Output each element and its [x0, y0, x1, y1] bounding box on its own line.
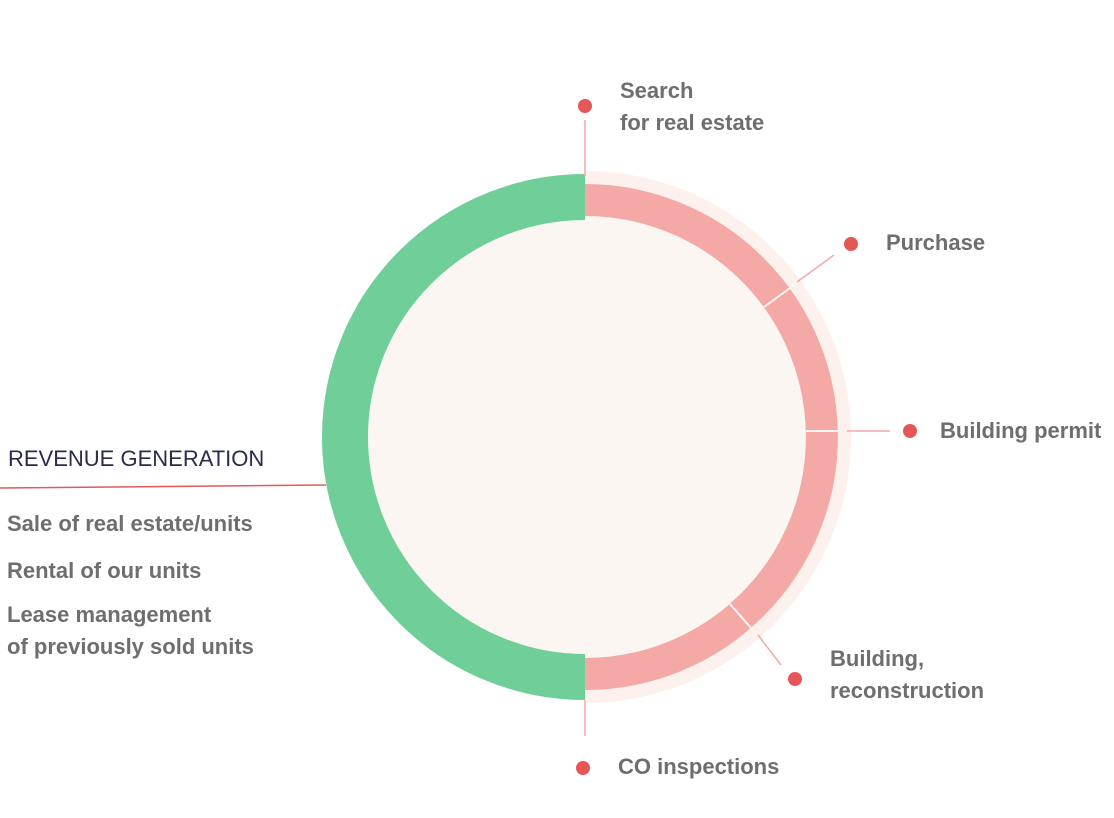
inner-disc	[345, 197, 825, 677]
revenue-title: REVENUE GENERATION	[8, 446, 264, 471]
revenue-arc	[322, 174, 586, 700]
outer-ring	[584, 171, 851, 703]
connectors	[584, 120, 890, 736]
step-dots	[576, 99, 917, 775]
step-label: for real estate	[620, 110, 764, 135]
step-label: Search	[620, 78, 693, 103]
revenue-item: Rental of our units	[7, 558, 201, 583]
step-label: Purchase	[886, 230, 985, 255]
step-label: Building,	[830, 646, 924, 671]
revenue-item: Sale of real estate/units	[7, 511, 253, 536]
step-label: CO inspections	[618, 754, 779, 779]
revenue-item: of previously sold units	[7, 634, 254, 659]
revenue-line	[0, 484, 327, 489]
revenue-item: Lease management	[7, 602, 212, 627]
step-label: reconstruction	[830, 678, 984, 703]
process-arc	[584, 184, 838, 690]
arc-dividers	[729, 287, 838, 629]
step-label: Building permit	[940, 418, 1102, 443]
